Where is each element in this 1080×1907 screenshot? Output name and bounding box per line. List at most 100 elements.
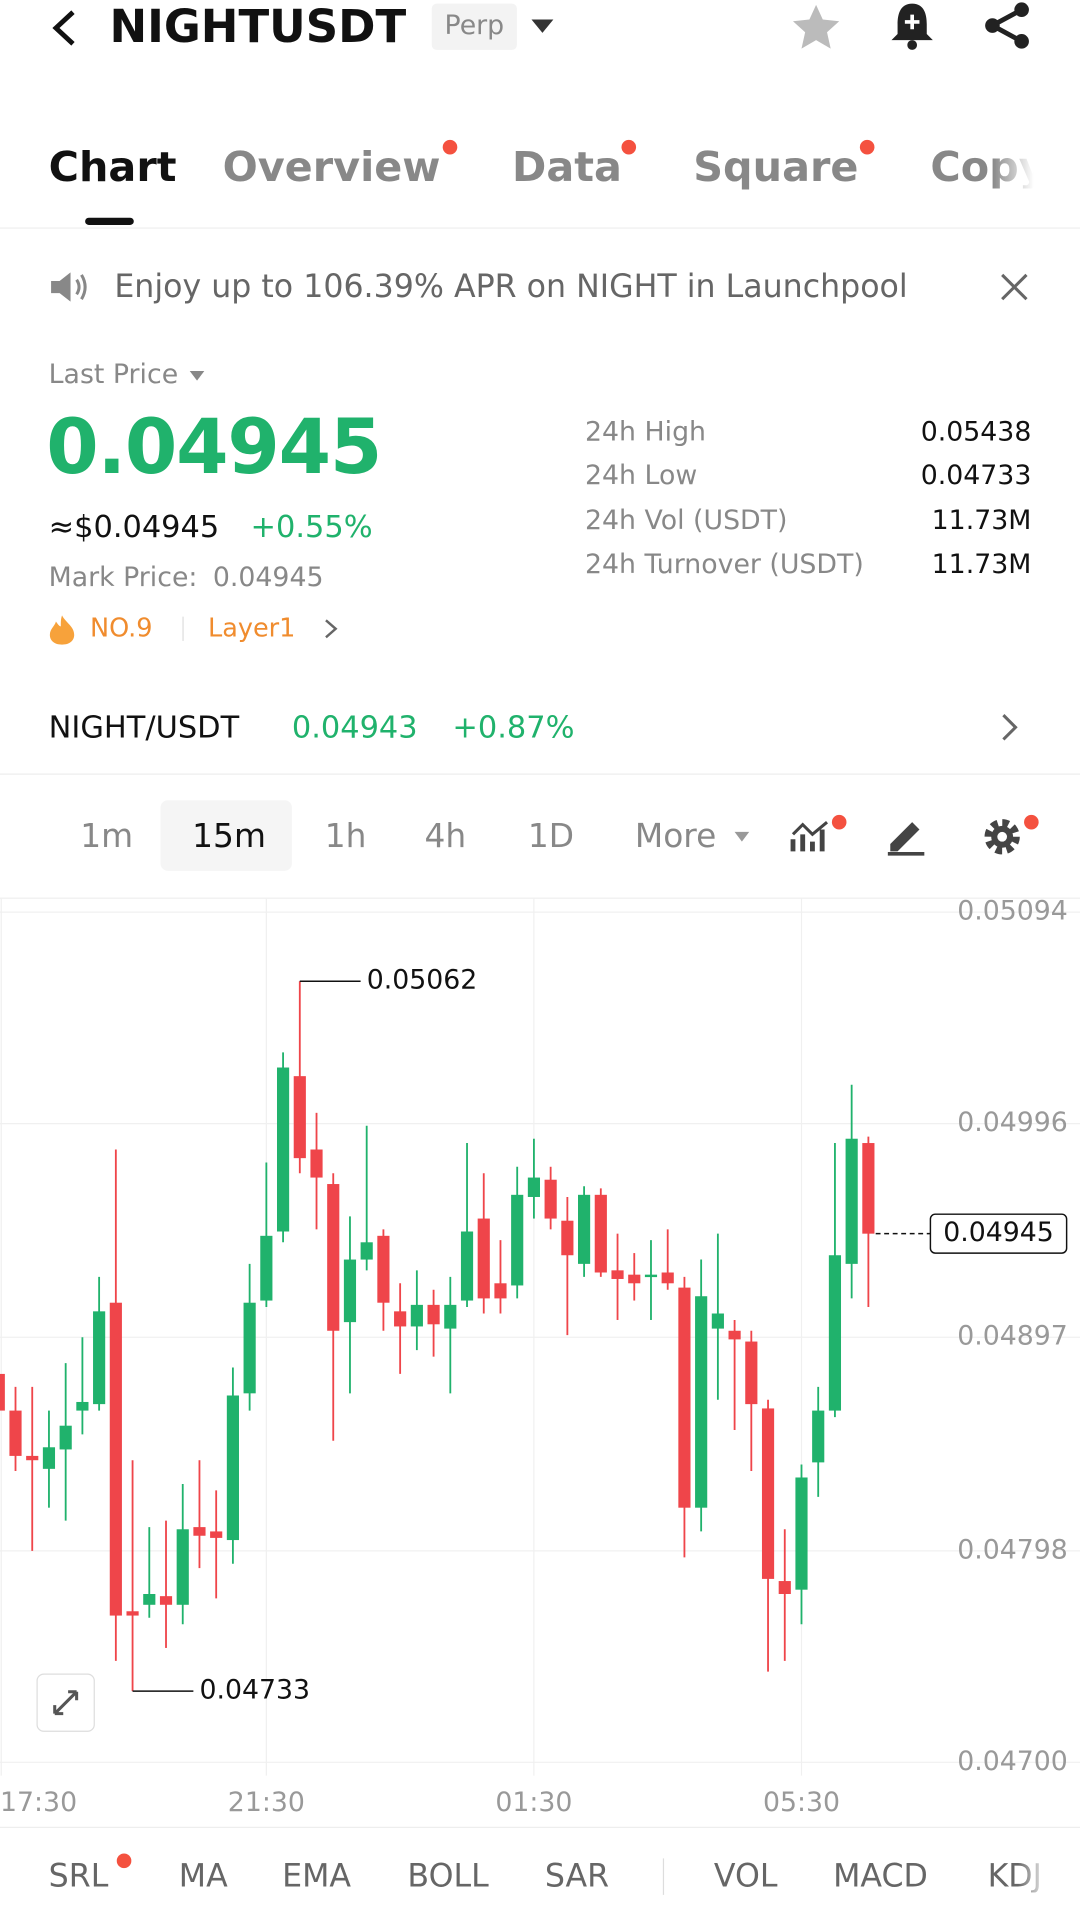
chevron-icon[interactable] xyxy=(322,618,339,640)
candle-body xyxy=(561,1220,574,1256)
indicator-icon[interactable] xyxy=(790,817,835,856)
badge-dot xyxy=(859,139,875,155)
price-change: +0.55% xyxy=(250,508,373,545)
separator xyxy=(662,1858,665,1895)
x-tick-label: 05:30 xyxy=(763,1787,840,1818)
candle-body xyxy=(644,1274,658,1278)
candle-body xyxy=(210,1531,223,1538)
favorite-icon[interactable] xyxy=(791,2,842,51)
share-icon[interactable] xyxy=(983,0,1034,51)
candle-body xyxy=(410,1304,423,1327)
candle-body xyxy=(9,1410,22,1456)
spot-pair[interactable]: NIGHT/USDT xyxy=(48,709,240,745)
y-tick-label: 0.04700 xyxy=(957,1746,1068,1777)
speaker-icon xyxy=(51,272,87,302)
candle-body xyxy=(578,1194,591,1264)
stat-label: 24h Low xyxy=(585,460,698,492)
promo-banner[interactable]: Enjoy up to 106.39% APR on NIGHT in Laun… xyxy=(114,268,908,306)
candle-body xyxy=(444,1304,457,1329)
interval[interactable]: 1h xyxy=(324,817,367,856)
candle-body xyxy=(678,1287,691,1508)
tab[interactable]: Chart xyxy=(48,143,177,193)
stat-value: 11.73M xyxy=(931,505,1032,537)
candle-body xyxy=(661,1272,674,1284)
x-tick-label: 01:30 xyxy=(495,1787,572,1818)
tab[interactable]: Copy xyxy=(930,147,1033,189)
candle-body xyxy=(0,1373,5,1411)
indicator-tab[interactable]: KDJ xyxy=(987,1860,1042,1893)
interval[interactable]: More xyxy=(634,817,717,856)
dropdown-icon[interactable] xyxy=(530,18,554,35)
low-label: 0.04733 xyxy=(199,1675,310,1706)
candle-body xyxy=(276,1067,290,1232)
candle-body xyxy=(761,1408,775,1579)
sector-tag[interactable]: Layer1 xyxy=(207,613,296,643)
settings-icon[interactable] xyxy=(981,816,1022,857)
stat-value: 0.04733 xyxy=(920,460,1032,492)
indicator-tab[interactable]: MACD xyxy=(833,1858,928,1895)
divider xyxy=(0,227,1080,229)
stat-label: 24h High xyxy=(585,417,707,448)
alert-icon[interactable] xyxy=(888,0,937,51)
price-tag-box xyxy=(929,1213,1068,1254)
candle-body xyxy=(778,1581,791,1595)
back-button[interactable] xyxy=(49,7,85,48)
separator xyxy=(182,616,184,641)
interval-selected-bg xyxy=(160,800,292,871)
badge-dot xyxy=(442,139,458,155)
y-tick-label: 0.04798 xyxy=(957,1534,1068,1565)
indicator-tab[interactable]: BOLL xyxy=(407,1858,489,1895)
fullscreen-button[interactable] xyxy=(36,1673,95,1732)
x-tick-label: 17:30 xyxy=(0,1787,77,1818)
candle-body xyxy=(695,1296,708,1508)
badge-dot xyxy=(116,1853,132,1869)
candle-body xyxy=(327,1184,340,1331)
divider xyxy=(0,897,1080,899)
indicator-tab[interactable]: EMA xyxy=(282,1858,352,1895)
mark-price-label: Mark Price: xyxy=(48,563,198,594)
spot-change: +0.87% xyxy=(452,709,575,745)
tab[interactable]: Square xyxy=(693,143,859,193)
chevron-icon[interactable] xyxy=(1000,713,1019,742)
candle-body xyxy=(159,1596,173,1605)
candle-body xyxy=(126,1611,139,1616)
candle-body xyxy=(109,1302,122,1616)
draw-icon[interactable] xyxy=(885,815,926,856)
candle-body xyxy=(711,1313,724,1329)
rank-tag[interactable]: NO.9 xyxy=(90,613,153,643)
tab[interactable]: Data xyxy=(512,143,622,193)
candle-body xyxy=(494,1283,507,1299)
candle-body xyxy=(26,1455,39,1461)
expand-icon xyxy=(53,1690,79,1716)
stat-value: 11.73M xyxy=(931,549,1032,581)
perp-badge[interactable]: Perp xyxy=(431,3,517,50)
candle-body xyxy=(728,1330,741,1340)
candle-body xyxy=(343,1259,357,1323)
close-icon[interactable] xyxy=(1000,272,1029,301)
candle-body xyxy=(477,1218,490,1299)
badge-dot xyxy=(1024,814,1039,830)
indicator-tab[interactable]: SRL xyxy=(48,1858,109,1895)
interval[interactable]: 4h xyxy=(424,817,467,856)
x-tick-label: 21:30 xyxy=(228,1787,305,1818)
interval[interactable]: 1m xyxy=(80,817,134,856)
badge-dot xyxy=(831,814,847,830)
tab-underline xyxy=(85,217,134,226)
candle-body xyxy=(594,1194,607,1273)
candle-body xyxy=(360,1242,373,1260)
candle-body xyxy=(460,1231,474,1301)
candle-body xyxy=(243,1302,256,1394)
candle-body xyxy=(862,1143,875,1234)
candle-body xyxy=(394,1311,407,1327)
interval[interactable]: 15m xyxy=(192,817,266,856)
stat-label: 24h Vol (USDT) xyxy=(585,505,788,537)
tab[interactable]: Overview xyxy=(222,143,441,193)
last-price-label[interactable]: Last Price xyxy=(48,360,179,391)
indicator-tab[interactable]: SAR xyxy=(544,1858,610,1895)
candle-body xyxy=(310,1149,323,1178)
interval[interactable]: 1D xyxy=(527,817,575,856)
candle-body xyxy=(260,1235,273,1301)
indicator-tab[interactable]: MA xyxy=(178,1858,228,1895)
indicator-tab[interactable]: VOL xyxy=(713,1858,778,1895)
